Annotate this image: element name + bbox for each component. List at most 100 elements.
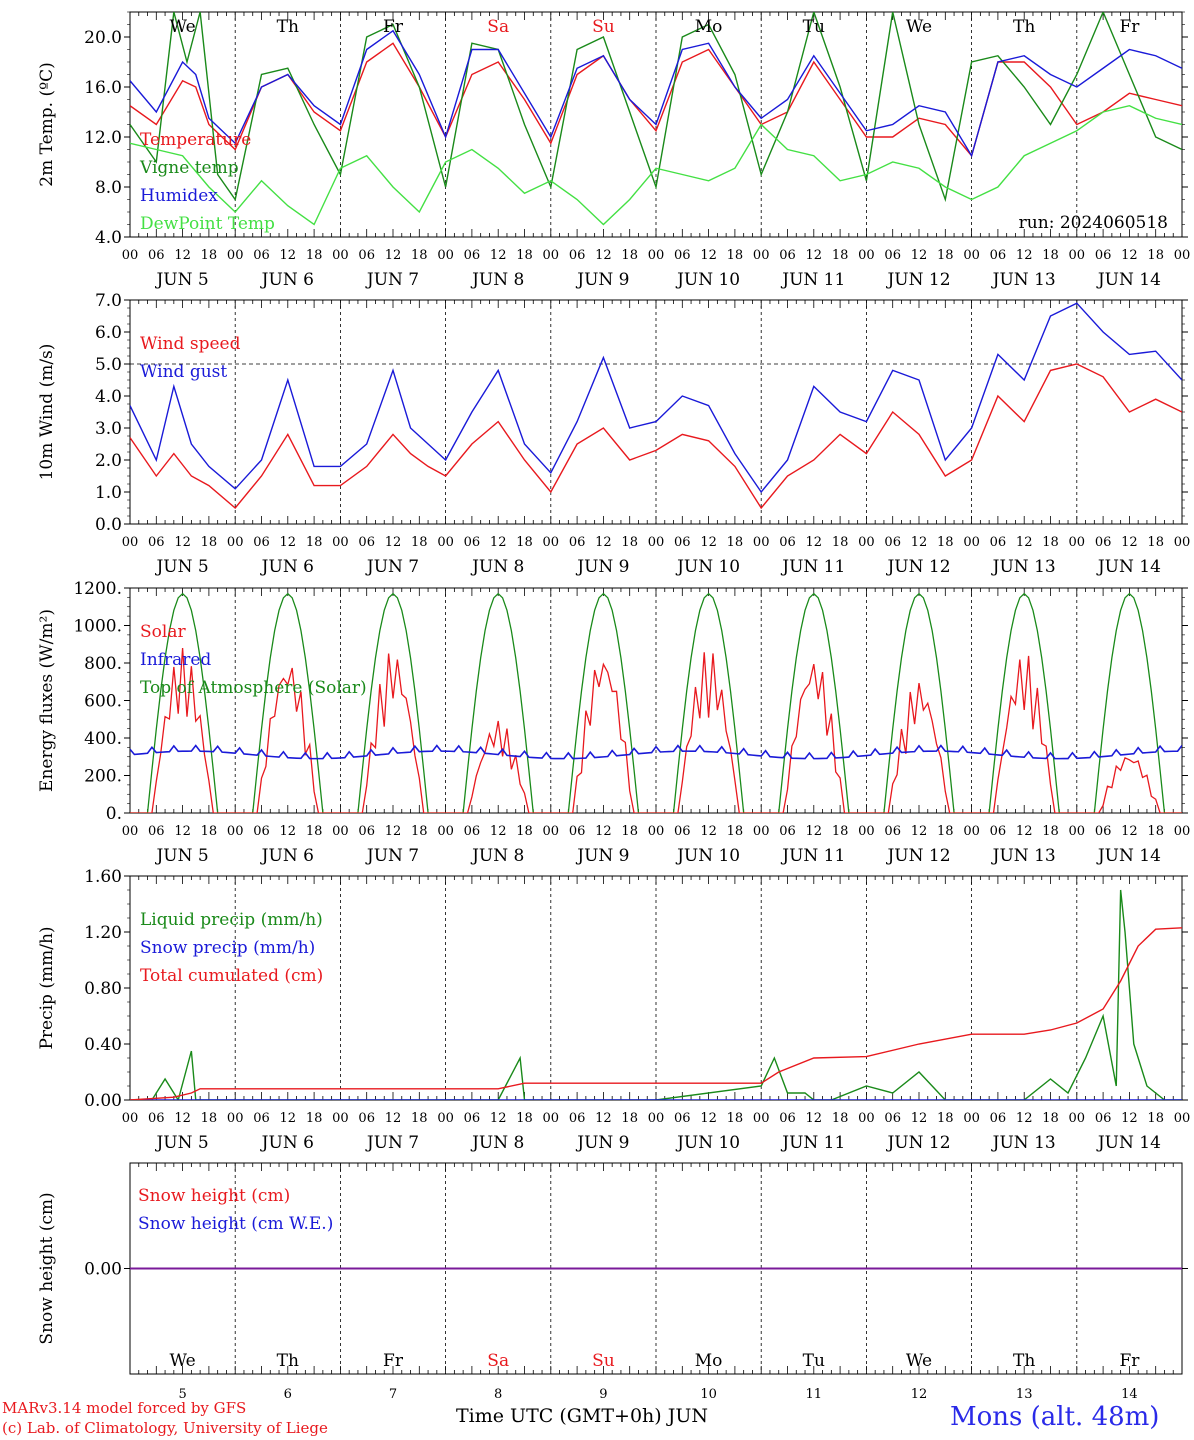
hour-label: 06	[358, 248, 375, 263]
hour-label: 06	[569, 1111, 586, 1126]
hour-label: 18	[306, 248, 323, 263]
hour-label: 00	[437, 824, 454, 839]
weekday-label: Mo	[695, 1351, 723, 1371]
series-line	[130, 302, 1182, 494]
hour-label: 12	[595, 1111, 612, 1126]
y-tick-label: 16.0	[84, 78, 122, 98]
hour-label: 12	[385, 535, 402, 550]
y-tick-label: 1.0	[95, 483, 122, 503]
hour-label: 06	[148, 535, 165, 550]
hour-label: 18	[306, 824, 323, 839]
hour-label: 18	[727, 1111, 744, 1126]
date-label: JUN 5	[154, 270, 208, 290]
hour-label: 06	[358, 824, 375, 839]
weekday-label: Tu	[803, 17, 825, 37]
hour-label: 18	[727, 535, 744, 550]
weekday-label: Th	[1013, 17, 1035, 37]
hour-label: 18	[727, 824, 744, 839]
date-label: JUN 14	[1096, 846, 1161, 866]
hour-label: 18	[201, 248, 218, 263]
legend-entry: Top of Atmosphere (Solar)	[140, 678, 367, 698]
weekday-label: We	[906, 17, 932, 37]
date-label: JUN 13	[991, 846, 1056, 866]
hour-label: 06	[253, 535, 270, 550]
hour-label: 18	[832, 1111, 849, 1126]
date-label: JUN 10	[675, 270, 740, 290]
date-label: JUN 14	[1096, 1133, 1161, 1153]
y-tick-label: 400.	[84, 729, 122, 749]
hour-label: 00	[1069, 248, 1086, 263]
hour-label: 18	[201, 1111, 218, 1126]
panel-3	[124, 587, 1188, 814]
legend-entry: Wind speed	[140, 334, 241, 354]
date-label: JUN 13	[991, 1133, 1056, 1153]
date-label: JUN 12	[885, 557, 950, 577]
hour-label: 06	[569, 248, 586, 263]
legend-entry: Snow precip (mm/h)	[140, 938, 315, 958]
date-label: JUN 7	[365, 846, 419, 866]
hour-label: 18	[411, 1111, 428, 1126]
day-number-label: 8	[494, 1387, 502, 1402]
hour-label: 00	[648, 824, 665, 839]
hour-label: 00	[332, 535, 349, 550]
y-tick-label: 1.20	[84, 923, 122, 943]
hour-label: 12	[911, 248, 928, 263]
hour-label: 12	[174, 535, 191, 550]
series-line	[130, 363, 1182, 510]
series-line	[130, 105, 1182, 226]
hour-label: 12	[595, 535, 612, 550]
hour-label: 00	[1174, 535, 1191, 550]
date-label: JUN 9	[575, 557, 629, 577]
hour-label: 00	[963, 824, 980, 839]
y-tick-label: 200.	[84, 767, 122, 787]
weekday-label: We	[906, 1351, 932, 1371]
date-label: JUN 10	[675, 846, 740, 866]
date-label: JUN 11	[780, 270, 845, 290]
hour-label: 12	[1121, 248, 1138, 263]
hour-label: 18	[621, 535, 638, 550]
y-tick-label: 2.0	[95, 451, 122, 471]
hour-label: 06	[464, 535, 481, 550]
hour-label: 06	[884, 248, 901, 263]
day-number-label: 6	[284, 1387, 292, 1402]
weekday-label: Th	[277, 1351, 299, 1371]
hour-label: 00	[648, 248, 665, 263]
hour-label: 12	[700, 824, 717, 839]
hour-label: 12	[700, 1111, 717, 1126]
hour-label: 00	[543, 1111, 560, 1126]
date-label: JUN 6	[260, 270, 314, 290]
date-label: JUN 12	[885, 846, 950, 866]
weekday-label: Fr	[383, 1351, 404, 1371]
hour-label: 12	[595, 248, 612, 263]
y-tick-label: 0.00	[84, 1260, 122, 1280]
hour-label: 18	[937, 824, 954, 839]
hour-label: 18	[306, 535, 323, 550]
hour-label: 18	[621, 248, 638, 263]
weekday-label: Tu	[803, 1351, 825, 1371]
hour-label: 18	[516, 824, 533, 839]
hour-label: 06	[1095, 248, 1112, 263]
hour-label: 12	[490, 535, 507, 550]
hour-label: 00	[858, 535, 875, 550]
hour-label: 06	[674, 1111, 691, 1126]
hour-label: 06	[464, 824, 481, 839]
time-axis-title: Time UTC (GMT+0h) JUN	[456, 1405, 709, 1427]
hour-label: 12	[1016, 824, 1033, 839]
y-axis-title: 2m Temp. (ºC)	[37, 62, 57, 187]
station-name: Mons (alt. 48m)	[950, 1402, 1160, 1432]
date-label: JUN 14	[1096, 270, 1161, 290]
weekday-label: We	[170, 17, 196, 37]
model-credit: MARv3.14 model forced by GFS	[2, 1399, 247, 1417]
date-label: JUN 12	[885, 270, 950, 290]
y-tick-label: 6.0	[95, 323, 122, 343]
hour-label: 06	[358, 1111, 375, 1126]
hour-label: 06	[464, 248, 481, 263]
hour-label: 12	[490, 248, 507, 263]
date-label: JUN 7	[365, 557, 419, 577]
run-label: run: 2024060518	[1019, 213, 1168, 233]
day-number-label: 9	[599, 1387, 607, 1402]
hour-label: 00	[963, 535, 980, 550]
y-tick-label: 0.00	[84, 1091, 122, 1111]
hour-label: 12	[911, 535, 928, 550]
hour-label: 18	[832, 535, 849, 550]
